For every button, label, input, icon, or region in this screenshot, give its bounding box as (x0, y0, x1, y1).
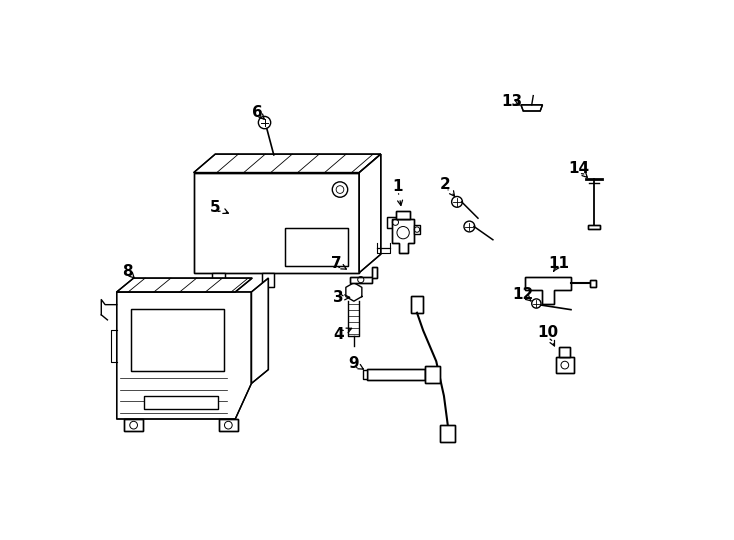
Polygon shape (262, 273, 275, 287)
Text: 5: 5 (210, 200, 220, 215)
Text: 2: 2 (440, 177, 451, 192)
Polygon shape (556, 357, 574, 373)
Polygon shape (194, 173, 359, 273)
Text: 8: 8 (122, 264, 133, 279)
Polygon shape (521, 105, 542, 111)
Polygon shape (411, 296, 423, 313)
Polygon shape (367, 369, 425, 380)
Text: 1: 1 (393, 179, 403, 194)
Polygon shape (350, 267, 377, 283)
Text: 7: 7 (331, 256, 341, 271)
Polygon shape (219, 419, 238, 431)
Polygon shape (124, 419, 143, 431)
Polygon shape (414, 225, 420, 234)
Polygon shape (396, 211, 410, 219)
Polygon shape (359, 154, 381, 273)
Polygon shape (363, 370, 367, 379)
Polygon shape (131, 308, 224, 371)
Text: 11: 11 (548, 256, 569, 271)
Polygon shape (440, 425, 456, 442)
Polygon shape (588, 225, 600, 229)
Polygon shape (559, 347, 570, 357)
Text: 12: 12 (512, 287, 534, 302)
Polygon shape (117, 292, 252, 419)
Polygon shape (194, 154, 381, 173)
Polygon shape (285, 228, 348, 266)
Polygon shape (425, 366, 440, 383)
Text: 10: 10 (537, 325, 559, 340)
Text: 4: 4 (333, 327, 344, 342)
Polygon shape (393, 219, 414, 253)
Text: 9: 9 (349, 356, 359, 371)
Polygon shape (387, 217, 404, 228)
Text: 3: 3 (333, 290, 344, 305)
Polygon shape (525, 276, 571, 303)
Polygon shape (590, 280, 595, 287)
Polygon shape (144, 396, 218, 409)
Text: 6: 6 (252, 105, 263, 120)
Polygon shape (117, 278, 252, 292)
Polygon shape (252, 278, 269, 383)
Text: 13: 13 (501, 94, 523, 109)
Polygon shape (212, 273, 225, 287)
Text: 14: 14 (568, 161, 589, 176)
